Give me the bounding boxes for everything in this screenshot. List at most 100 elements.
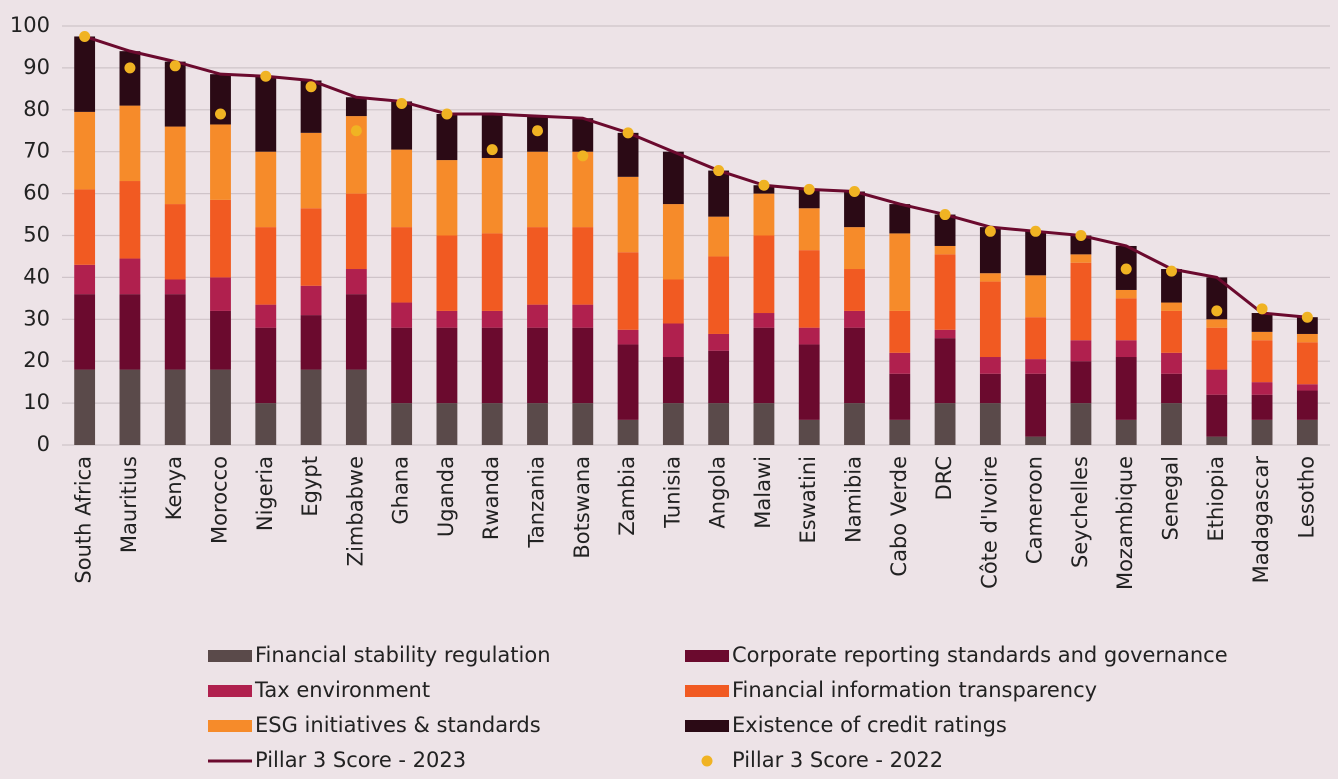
bar-segment [934, 329, 956, 339]
bar-segment [119, 258, 141, 295]
bar-segment [300, 285, 322, 316]
dot [441, 108, 453, 120]
bar-segment [798, 208, 820, 251]
bar-segment [300, 132, 322, 209]
bar-segment [345, 269, 367, 295]
bar-segment [1161, 310, 1182, 353]
bar-segment [1115, 419, 1137, 445]
bar-segment [210, 369, 231, 445]
x-tick-label: Egypt [298, 456, 322, 517]
bar-segment [345, 294, 367, 370]
bar-segment [391, 302, 413, 328]
bar-segment [617, 329, 639, 345]
bar-segment [708, 216, 730, 257]
x-tick-label: Zimbabwe [343, 456, 367, 566]
bar-segment [798, 189, 820, 209]
legend-label: Tax environment [254, 678, 430, 702]
bar-segment [1070, 262, 1092, 341]
x-tick-label: Ghana [389, 456, 413, 525]
bar-segment [662, 204, 684, 280]
bar-segment [119, 181, 141, 259]
bar-segment [934, 254, 956, 330]
bar-segment [1206, 319, 1228, 328]
y-tick-label: 70 [23, 139, 50, 163]
bar-segment [1296, 384, 1318, 391]
x-tick-label: Uganda [434, 456, 458, 537]
bar-segment [119, 294, 141, 370]
legend-label: Financial information transparency [732, 678, 1097, 702]
bar-segment [436, 113, 458, 161]
bar-segment [662, 357, 684, 404]
x-tick-label: Ethiopia [1204, 456, 1228, 542]
bar-segment [119, 51, 141, 106]
bar-segment [617, 252, 639, 330]
x-tick-label: Madagascar [1249, 456, 1273, 584]
legend-swatch [685, 685, 729, 697]
x-tick-label: Rwanda [479, 456, 503, 540]
bar-segment [164, 204, 186, 280]
dot [1211, 305, 1223, 317]
bar-segment [255, 151, 277, 228]
bar-segment [481, 310, 503, 328]
x-tick-label: Senegal [1159, 456, 1183, 541]
bar-segment [436, 327, 458, 404]
bar-segment [844, 403, 865, 445]
bar-segment [391, 101, 413, 150]
bar-segment [255, 227, 277, 305]
bar-segment [1296, 342, 1318, 385]
bar-segment [798, 344, 820, 420]
bar-segment [527, 227, 548, 305]
bar-segment [74, 294, 96, 370]
x-tick-label: Cabo Verde [887, 456, 911, 577]
bar-segment [753, 193, 775, 236]
y-tick-label: 40 [23, 264, 50, 288]
bar-segment [1206, 369, 1228, 395]
bar-segment [753, 327, 775, 404]
bar-segment [708, 350, 730, 404]
y-tick-label: 30 [23, 306, 50, 330]
bar-segment [979, 227, 1001, 274]
dot [350, 125, 362, 137]
bar-segment [662, 403, 684, 445]
bar-segment [844, 227, 865, 270]
bar-segment [1296, 390, 1318, 420]
bar-segment [708, 333, 730, 351]
bar-segment [345, 97, 367, 117]
bar-segment [1161, 373, 1182, 404]
bar-segment [210, 310, 231, 370]
dot [1030, 225, 1042, 237]
y-tick-label: 80 [23, 97, 50, 121]
dot [532, 125, 543, 137]
bar-segment [1070, 235, 1092, 255]
legend-swatch [685, 720, 729, 732]
bar-segment [1115, 357, 1137, 420]
bar-segment [572, 403, 594, 445]
bar-segment [1070, 403, 1092, 445]
bar-segment [662, 279, 684, 324]
dot [1075, 230, 1087, 241]
bar-segment [436, 403, 458, 445]
bar-segment [934, 245, 956, 255]
bar-segment [889, 233, 911, 311]
bar-segment [255, 76, 277, 152]
x-tick-label: Mozambique [1113, 456, 1137, 590]
bar-segment [1025, 373, 1047, 437]
bar-segment [527, 304, 548, 328]
bar-segment [753, 313, 775, 328]
y-tick-label: 10 [23, 390, 50, 414]
legend-swatch [685, 650, 729, 662]
y-tick-label: 100 [10, 13, 50, 37]
bar-segment [844, 269, 865, 311]
bar-segment [74, 36, 96, 112]
bar-segment [844, 310, 865, 328]
bar-segment [210, 124, 231, 200]
bar-segment [74, 369, 96, 445]
dot [939, 209, 951, 221]
bar-segment [979, 273, 1001, 282]
bar-segment [74, 264, 96, 295]
bar-segment [119, 105, 141, 182]
bar-segment [1115, 340, 1137, 358]
bar-segment [844, 327, 865, 404]
bar-segment [1025, 231, 1047, 276]
